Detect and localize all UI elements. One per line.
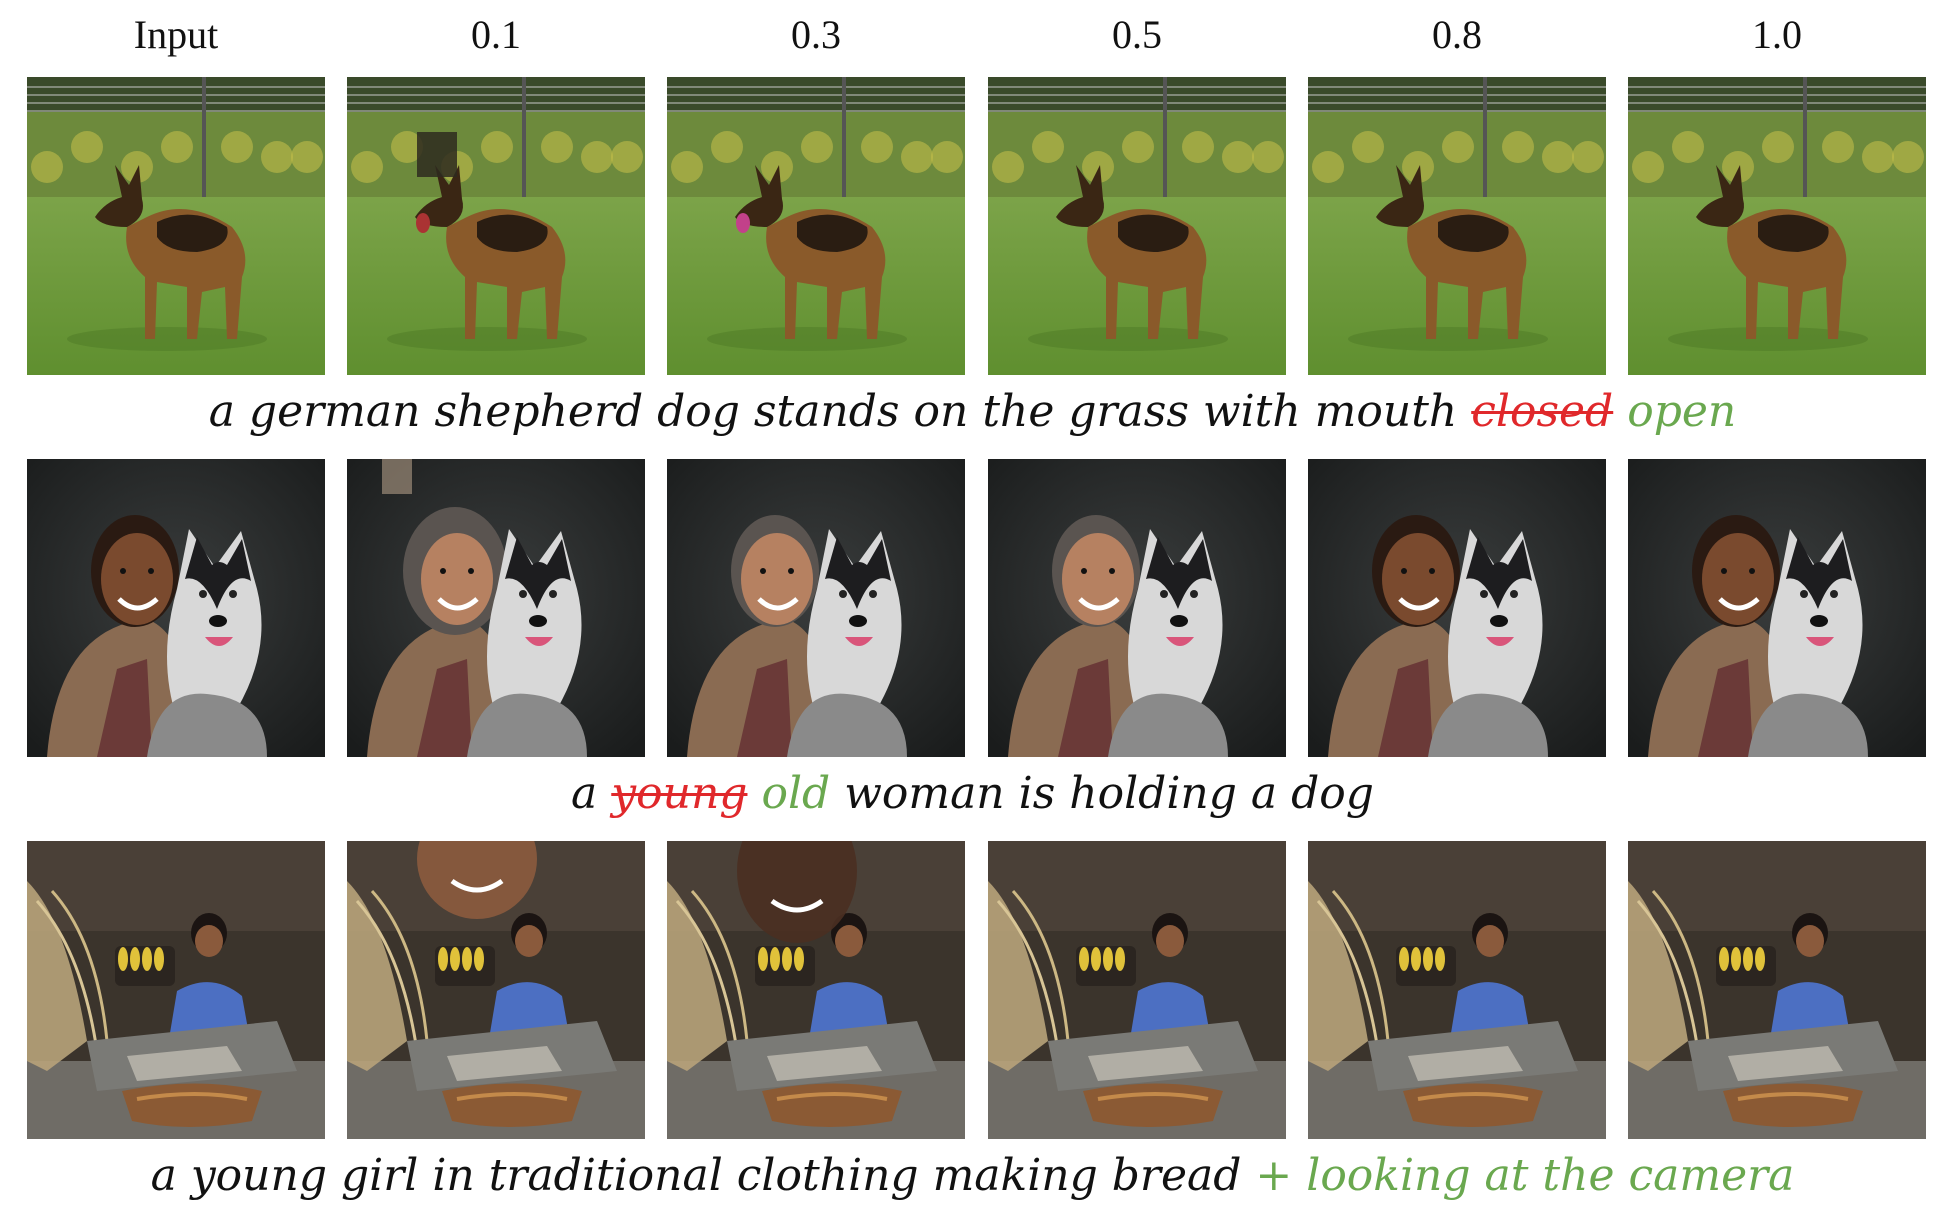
bread-image-0-3 xyxy=(667,841,965,1139)
caption-girl-suffix: woman is holding a dog xyxy=(830,768,1374,819)
dog-image-0-1 xyxy=(347,77,645,375)
bread-image-0-1 xyxy=(347,841,645,1139)
column-header-0-3: 0.3 xyxy=(791,12,841,57)
dog-image-1-0 xyxy=(1628,77,1926,375)
girl-image-0-5 xyxy=(988,459,1286,757)
caption-dog-middle xyxy=(1613,386,1627,437)
column-headers: Input 0.1 0.3 0.5 0.8 1.0 xyxy=(0,0,1945,70)
column-header-0-5: 0.5 xyxy=(1112,12,1162,57)
image-row-girl xyxy=(0,459,1945,757)
caption-girl-removed: young xyxy=(611,768,748,819)
caption-dog: a german shepherd dog stands on the gras… xyxy=(0,382,1945,442)
girl-image-input xyxy=(27,459,325,757)
dog-image-0-5 xyxy=(988,77,1286,375)
image-row-dog xyxy=(0,77,1945,375)
column-header-0-8: 0.8 xyxy=(1432,12,1482,57)
image-row-bread xyxy=(0,841,1945,1139)
girl-image-0-3 xyxy=(667,459,965,757)
caption-girl-middle xyxy=(747,768,761,819)
caption-bread-prefix: a young girl in traditional clothing mak… xyxy=(150,1150,1256,1201)
column-header-1-0: 1.0 xyxy=(1752,12,1802,57)
caption-dog-removed: closed xyxy=(1471,386,1614,437)
column-header-0-1: 0.1 xyxy=(471,12,521,57)
caption-dog-prefix: a german shepherd dog stands on the gras… xyxy=(208,386,1472,437)
girl-image-0-8 xyxy=(1308,459,1606,757)
girl-image-1-0 xyxy=(1628,459,1926,757)
dog-image-input xyxy=(27,77,325,375)
caption-bread: a young girl in traditional clothing mak… xyxy=(0,1146,1945,1206)
caption-girl-added: old xyxy=(761,768,831,819)
girl-image-0-1 xyxy=(347,459,645,757)
caption-girl-prefix: a xyxy=(571,768,612,819)
bread-image-0-5 xyxy=(988,841,1286,1139)
bread-image-0-8 xyxy=(1308,841,1606,1139)
dog-image-0-3 xyxy=(667,77,965,375)
bread-image-1-0 xyxy=(1628,841,1926,1139)
caption-dog-added: open xyxy=(1627,386,1737,437)
caption-bread-added: + looking at the camera xyxy=(1255,1150,1795,1201)
bread-image-input xyxy=(27,841,325,1139)
dog-image-0-8 xyxy=(1308,77,1606,375)
column-header-input: Input xyxy=(133,12,219,57)
caption-girl: a young old woman is holding a dog xyxy=(0,764,1945,824)
